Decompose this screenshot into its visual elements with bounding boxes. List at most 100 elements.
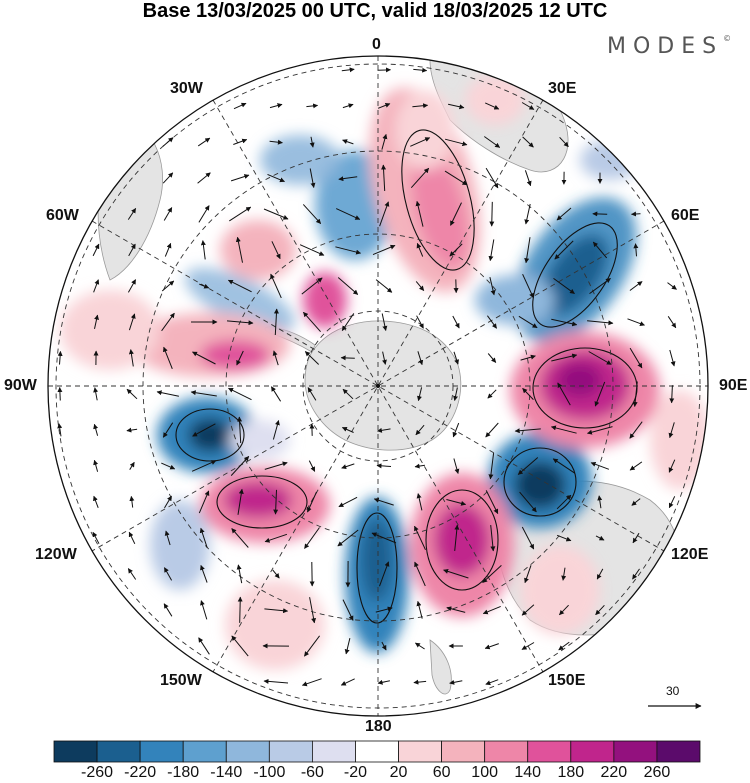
wind-vector [446,606,466,613]
wind-vector [590,461,610,470]
wind-vector [340,355,355,361]
wind-vector [228,387,252,401]
wind-vector [556,494,572,510]
colorbar-tick-label: -260 [81,764,114,781]
wind-vector [192,423,216,437]
wind-vector [93,495,99,508]
wind-vector [551,353,578,362]
wind-vector [487,389,497,399]
wind-vector [303,311,321,333]
wind-vectors [57,67,677,687]
wind-vector [230,456,250,476]
wind-vector [264,533,288,543]
wind-vector [126,427,138,433]
colorbar-swatch [656,740,701,763]
wind-vector [514,428,541,434]
wind-vector [198,490,210,514]
wind-vector [592,241,608,259]
wind-vector [485,167,499,189]
wind-vector [126,388,138,400]
positive-anomaly [558,363,602,397]
colorbar-swatch [527,740,572,763]
colorbar-swatch [355,740,399,763]
wind-vector [381,313,388,331]
positive-anomaly [465,75,525,125]
wind-vector [337,529,359,547]
wind-vector [554,240,574,260]
colorbar-swatch [613,740,658,763]
wind-vector [375,279,393,293]
colorbar-swatch [570,740,615,763]
wind-vector [302,204,322,224]
wind-vector [236,350,244,366]
colorbar-swatch [398,740,442,763]
wind-vector [93,279,100,293]
wind-vector [200,564,208,583]
lon-label-0: 0 [372,36,381,53]
wind-vector [446,499,467,506]
map-title: Base 13/03/2025 00 UTC, valid 18/03/2025… [142,0,608,22]
wind-vector [127,568,137,580]
wind-vector [338,176,358,182]
wind-vector [485,422,499,438]
wind-vector [191,460,217,472]
wind-vector [197,172,211,184]
wind-vector [379,561,390,587]
wind-vector [272,569,280,579]
wind-vector [337,277,359,295]
wind-vector [237,488,244,515]
negative-anomaly [230,420,290,460]
wind-vector [524,237,531,264]
wind-vector [192,351,216,365]
wind-vector [452,315,460,329]
wind-vector [556,534,572,542]
wind-vector [129,495,135,508]
wind-vector [485,679,499,686]
wind-vector [559,604,569,616]
wind-vector [163,346,173,369]
meridian [91,220,665,552]
reference-vector-label: 30 [666,684,680,698]
wind-vector [371,532,397,544]
wind-vector [484,136,501,148]
positive-anomaly [411,151,469,269]
wind-vector [412,103,429,109]
positive-anomaly [520,545,600,635]
wind-vector [236,564,243,584]
wind-vector [377,427,391,433]
wind-vector [373,497,394,506]
lon-label-150w: 150W [160,672,202,689]
wind-vector [488,239,495,262]
negative-anomaly [260,135,340,185]
wind-vector [410,167,430,189]
wind-vector [444,170,468,186]
wind-vector [524,565,532,584]
wind-vector [199,283,210,289]
wind-vector [341,313,355,332]
wind-vector [341,463,355,470]
wind-vector [129,461,135,470]
contours [175,129,638,624]
wind-vector [417,387,423,402]
wind-vector [668,459,676,473]
wind-vector [57,387,63,401]
wind-vector [587,320,614,326]
wind-vector [272,350,279,366]
lon-label-30e: 30E [548,80,577,97]
wind-vector [273,308,279,336]
wind-vector [521,526,535,550]
wind-vector [450,202,462,226]
lon-label-150e: 150E [548,672,586,689]
wind-vector [303,635,321,657]
wind-vector [629,347,643,369]
modes-logo: MODES© [607,34,731,59]
colorbar-tick-label: 100 [471,764,499,781]
wind-vector [551,318,578,327]
wind-vector [200,240,206,260]
colorbar-tick-label: 260 [643,764,671,781]
wind-vector [162,137,174,147]
wind-vector [522,388,534,400]
wind-vector [410,137,431,147]
wind-vector [301,277,323,295]
wind-vector [342,139,354,145]
